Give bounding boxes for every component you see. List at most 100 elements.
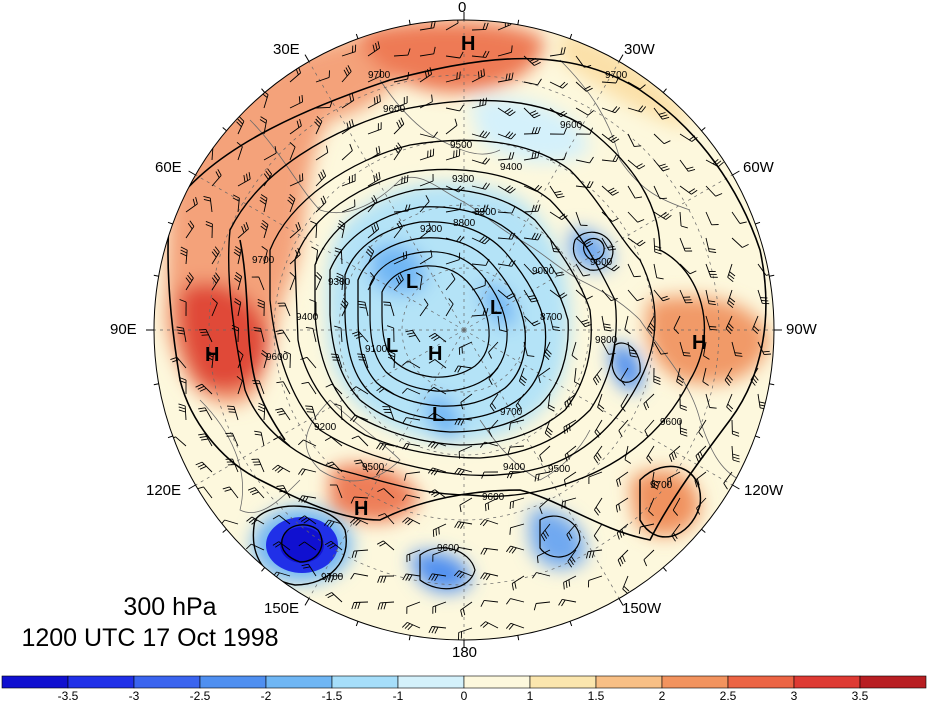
colorbar-box bbox=[265, 675, 333, 689]
wind-barb bbox=[668, 445, 681, 462]
contour-label: 9400 bbox=[296, 312, 319, 323]
low-center-kara: L bbox=[406, 271, 418, 293]
wind-barb bbox=[471, 22, 489, 31]
wind-barb bbox=[523, 126, 541, 135]
wind-barb bbox=[261, 246, 268, 265]
wind-barb bbox=[419, 46, 436, 57]
longitude-tick bbox=[355, 33, 359, 39]
contour-label: 9700 bbox=[321, 572, 344, 583]
wind-barb bbox=[549, 81, 569, 89]
wind-barb bbox=[341, 93, 355, 109]
contour-label: 9300 bbox=[452, 174, 475, 185]
wind-barb bbox=[703, 341, 710, 360]
colorbar-tick-label: -2.5 bbox=[190, 689, 211, 702]
wind-barb bbox=[679, 237, 693, 252]
longitude-tick bbox=[188, 170, 196, 176]
wind-barb bbox=[575, 81, 593, 92]
longitude-tick bbox=[355, 621, 359, 627]
wind-barb bbox=[445, 202, 462, 213]
contour-9300 bbox=[314, 188, 592, 446]
longitude-tick bbox=[304, 54, 310, 62]
wind-barb bbox=[471, 236, 491, 245]
wind-barb bbox=[301, 563, 317, 577]
wind-barb bbox=[705, 185, 723, 197]
wind-barb bbox=[509, 523, 525, 535]
wind-barb bbox=[382, 406, 395, 421]
wind-barb bbox=[627, 159, 646, 170]
contour-label: 9200 bbox=[420, 224, 443, 235]
longitude-tick bbox=[153, 383, 159, 386]
wind-barb bbox=[349, 517, 369, 526]
wind-barb bbox=[534, 471, 551, 482]
colorbar-box bbox=[529, 675, 597, 689]
wind-barb bbox=[301, 381, 317, 395]
wind-barb bbox=[358, 300, 369, 317]
wind-barb bbox=[698, 419, 707, 438]
longitude-tick bbox=[569, 621, 573, 627]
longitude-tick bbox=[732, 484, 740, 490]
longitude-tick bbox=[167, 221, 173, 225]
contour-label: 8700 bbox=[540, 312, 563, 323]
wind-barb bbox=[575, 263, 591, 277]
colorbar-tick-label: 2.5 bbox=[720, 689, 737, 702]
wind-barb bbox=[723, 471, 733, 490]
wind-barbs bbox=[169, 20, 774, 640]
lon-label-0: 0 bbox=[458, 0, 466, 16]
wind-barb bbox=[428, 359, 447, 369]
wind-barb bbox=[445, 71, 461, 83]
wind-barb bbox=[497, 131, 517, 140]
wind-barb bbox=[653, 159, 670, 172]
wind-barb bbox=[705, 393, 717, 409]
wind-barb bbox=[315, 145, 329, 161]
wind-barb bbox=[497, 107, 516, 117]
contour-kamchatka-low bbox=[281, 524, 323, 563]
wind-barb bbox=[601, 315, 612, 332]
wind-barb bbox=[251, 458, 265, 473]
wind-barb bbox=[731, 419, 740, 437]
wind-barb bbox=[523, 78, 542, 86]
longitude-tick bbox=[701, 127, 706, 132]
wind-barb bbox=[518, 367, 527, 387]
wind-barb bbox=[432, 549, 447, 562]
wind-barb bbox=[180, 246, 188, 265]
wind-barb bbox=[459, 497, 473, 513]
wind-barb bbox=[367, 222, 380, 239]
longitude-tick bbox=[755, 221, 761, 225]
wind-barb bbox=[432, 523, 447, 537]
wind-barb bbox=[283, 350, 291, 369]
wind-barb bbox=[575, 211, 588, 226]
wind-barb bbox=[679, 289, 693, 304]
wind-barb bbox=[393, 117, 405, 135]
wind-barb bbox=[532, 572, 551, 579]
lon-label-90w: 90W bbox=[786, 321, 818, 338]
wind-barb bbox=[402, 517, 421, 526]
wind-barb bbox=[505, 622, 525, 630]
wind-barb bbox=[497, 232, 516, 240]
wind-barb bbox=[731, 237, 749, 248]
wind-barb bbox=[428, 573, 447, 582]
wind-barb bbox=[405, 329, 421, 343]
wind-barb bbox=[727, 263, 736, 283]
lon-label-30e: 30E bbox=[273, 41, 300, 58]
coastlines bbox=[199, 59, 741, 513]
cold-anomaly-beaufort bbox=[480, 284, 516, 327]
wind-barb bbox=[236, 375, 243, 395]
wind-barb bbox=[594, 497, 603, 516]
wind-barb bbox=[627, 211, 645, 223]
wind-barb bbox=[275, 408, 291, 421]
wind-barb bbox=[179, 299, 187, 317]
wind-barb bbox=[272, 541, 291, 551]
wind-barb bbox=[471, 182, 490, 190]
wind-barb bbox=[497, 185, 516, 194]
wind-barb bbox=[185, 196, 198, 213]
wind-barb bbox=[575, 156, 594, 164]
lon-label-90e: 90E bbox=[110, 321, 137, 338]
contour-aleutian-low bbox=[539, 515, 581, 558]
wind-barb bbox=[211, 272, 220, 291]
wind-barb bbox=[260, 219, 269, 239]
wind-barb bbox=[195, 383, 213, 395]
longitude-tick bbox=[188, 484, 196, 490]
colorbar-tick-label: 3 bbox=[791, 689, 798, 702]
wind-barb bbox=[198, 328, 213, 343]
